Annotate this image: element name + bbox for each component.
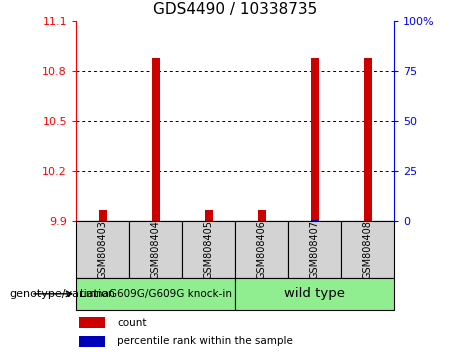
Bar [182, 221, 235, 278]
Text: GSM808406: GSM808406 [257, 220, 266, 279]
Bar [235, 221, 288, 278]
Text: GSM808407: GSM808407 [310, 220, 319, 279]
Text: wild type: wild type [284, 287, 345, 300]
Text: GSM808404: GSM808404 [151, 220, 160, 279]
Title: GDS4490 / 10338735: GDS4490 / 10338735 [153, 2, 317, 17]
Bar [311, 220, 319, 221]
Text: count: count [118, 318, 147, 327]
Bar [129, 221, 182, 278]
Bar [258, 210, 266, 221]
Bar [205, 210, 213, 221]
Text: GSM808405: GSM808405 [204, 220, 213, 279]
Bar [288, 221, 341, 278]
Bar [235, 278, 394, 310]
Bar [364, 58, 372, 221]
Bar [76, 278, 235, 310]
Bar [341, 221, 394, 278]
Bar [79, 317, 105, 328]
Bar [76, 221, 129, 278]
Bar [311, 58, 319, 221]
Text: genotype/variation: genotype/variation [9, 289, 115, 299]
Text: percentile rank within the sample: percentile rank within the sample [118, 336, 293, 346]
Bar [79, 336, 105, 347]
Text: LmnaG609G/G609G knock-in: LmnaG609G/G609G knock-in [80, 289, 231, 299]
Text: GSM808408: GSM808408 [363, 220, 372, 279]
Bar [152, 58, 160, 221]
Text: GSM808403: GSM808403 [98, 220, 107, 279]
Bar [99, 210, 106, 221]
